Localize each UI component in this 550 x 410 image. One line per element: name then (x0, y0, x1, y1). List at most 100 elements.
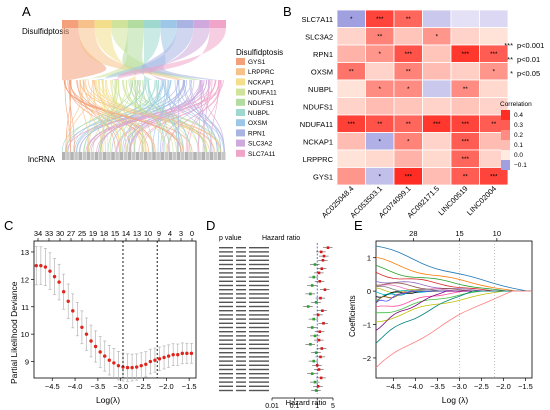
top-tick-label: 34 (34, 229, 42, 238)
forest-point (323, 288, 327, 291)
legend-label: NDUFA11 (248, 90, 277, 97)
top-tick-label: 28 (409, 229, 417, 238)
alluvial-top-block (127, 20, 144, 28)
heatmap-cell (479, 9, 509, 28)
top-tick-label: 19 (89, 229, 97, 238)
forest-hr-text (249, 318, 269, 320)
heatmap-col-labels: AC025048.4AC053503.1AC074099.1AC092171.5… (320, 184, 498, 220)
forest-gene-text (219, 301, 233, 303)
forest-point (313, 334, 317, 338)
cv-point (89, 339, 93, 343)
cv-point (98, 350, 102, 354)
heatmap-cell (393, 97, 423, 116)
lncrna-block (107, 152, 111, 160)
cv-point (121, 365, 125, 369)
cv-point (61, 289, 66, 294)
alluvial-link (117, 79, 146, 153)
forest-point (322, 254, 326, 258)
legend-swatch-nckap1 (236, 78, 245, 86)
top-tick-label: 13 (133, 229, 141, 238)
forest-gene-text (219, 356, 233, 358)
alluvial-top-block (62, 20, 79, 28)
forest-hr-text (249, 373, 269, 375)
alluvial-link (65, 79, 84, 153)
heatmap: * *** **** ** *** *** ***** ** ** * ***** ** ** *** **… (336, 9, 509, 186)
heatmap-star: * (492, 68, 495, 75)
heatmap-star: *** (461, 138, 469, 145)
x-tick-label: −3.0 (452, 382, 467, 391)
cv-point (116, 363, 121, 368)
heatmap-cell (422, 149, 452, 168)
forest-hr-text (249, 259, 269, 261)
plot-frame (33, 240, 197, 379)
forest-p-text (236, 272, 246, 274)
alluvial-top-block (160, 20, 177, 28)
forest-hr-text (249, 368, 269, 371)
heatmap-cell (450, 27, 480, 46)
significance-legend: *** p<0.001 ** p<0.01 * p<0.05 (504, 41, 544, 78)
top-tick-label: 3 (179, 229, 183, 238)
coefficient-path (375, 290, 532, 301)
forest-point (313, 263, 317, 266)
forest-point (319, 376, 323, 380)
lncrna-block (78, 152, 82, 160)
alluvial-fan (148, 28, 210, 80)
heatmap-row-label: GYS1 (313, 172, 333, 181)
alluvial-link (111, 79, 127, 153)
colorbar-tick: 0.1 (514, 142, 523, 149)
alluvial-top-block (94, 20, 112, 28)
forest-hr-text (249, 263, 269, 266)
forest-hr-text (249, 377, 269, 379)
forest-hr-text (249, 381, 269, 383)
forest-gene-text (219, 339, 233, 341)
legend-swatch-rpn1 (236, 129, 245, 137)
alluvial-link (64, 79, 71, 153)
heatmap-row-label: OXSM (311, 67, 333, 76)
forest-p-text (236, 385, 246, 387)
forest-hr-text (249, 272, 269, 274)
forest-hr-text (249, 297, 269, 299)
cv-point (162, 355, 166, 360)
forest-gene-text (219, 331, 233, 333)
forest-x-tick-label: 0.01 (265, 403, 279, 410)
heatmap-star: * (378, 86, 381, 93)
colorbar-tick: −0.1 (514, 162, 527, 169)
x-tick-label: −1.5 (182, 382, 197, 391)
cv-point (130, 365, 134, 370)
heatmap-cell (336, 97, 366, 116)
y-tick-label: 11 (21, 303, 29, 312)
coefficient-path (375, 290, 532, 368)
legend-swatch-lrpprc (236, 68, 245, 76)
forest-gene-text (219, 318, 233, 320)
forest-point (310, 284, 314, 287)
y-tick-label: 9 (25, 358, 29, 367)
heatmap-row-label: LRPPRC (303, 155, 334, 164)
lncrna-block (180, 152, 185, 160)
forest-p-text (236, 289, 246, 291)
cv-point (48, 269, 52, 273)
colorbar-tick: 0.4 (514, 112, 523, 119)
forest-point (317, 271, 321, 275)
y-tick-label: 13 (21, 248, 29, 257)
forest-p-text (236, 381, 246, 383)
heatmap-star: ** (463, 173, 469, 180)
lncrna-block (201, 152, 205, 160)
forest-point (312, 275, 316, 279)
forest-x-tick-label: 0.1 (290, 403, 300, 410)
top-tick-label: 9 (157, 229, 161, 238)
forest-hr-text (249, 293, 269, 295)
forest-p-text (236, 343, 246, 345)
forest-gene-text (219, 343, 233, 345)
cv-point (157, 357, 162, 361)
forest-point (317, 338, 321, 342)
forest-hr-text (249, 247, 269, 249)
forest-gene-text (219, 385, 233, 387)
panel-e: E Coefficients Log (λ) −4.5 −4.0 −3.5 −3.0−… (348, 218, 533, 405)
forest-p-text (236, 322, 246, 324)
lncrna-block (103, 152, 107, 160)
forest-hr-text (249, 268, 269, 270)
lncrna-block (66, 152, 70, 160)
lncrna-block (152, 152, 156, 160)
cv-point (93, 344, 98, 349)
